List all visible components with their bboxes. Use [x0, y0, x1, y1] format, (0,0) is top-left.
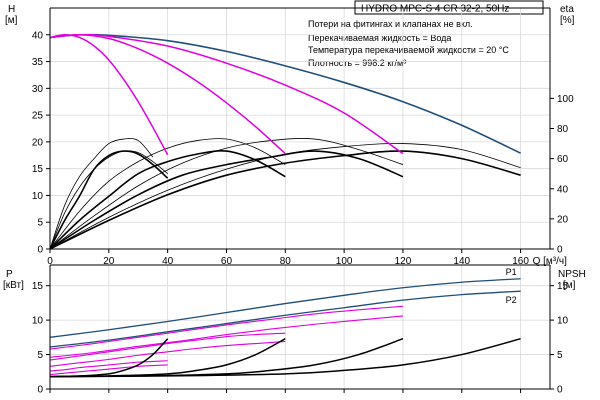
power-curve [49, 290, 521, 348]
eta-tick-label: 80 [557, 124, 569, 135]
head-tick-label: 40 [32, 30, 44, 41]
notes-block: Потери на фитингах и клапанах не вкл. Пе… [308, 19, 509, 68]
note-line: Потери на фитингах и клапанах не вкл. [308, 19, 473, 29]
efficiency-curve [49, 150, 521, 250]
power-curve [49, 340, 286, 367]
eta-tick-label: 40 [557, 184, 569, 195]
bottom-right-axis-label-symbol: NPSH [558, 269, 586, 280]
chart-axes [49, 7, 551, 390]
head-tick-label: 30 [32, 84, 44, 95]
efficiency-curve [49, 150, 168, 250]
power-curve [49, 360, 168, 372]
x-tick-label: 60 [221, 256, 233, 267]
top-left-axis-label-unit: [м] [5, 15, 18, 26]
x-tick-label: 0 [47, 256, 53, 267]
note-line: Плотность = 998.2 кг/м³ [308, 58, 406, 68]
power-curve [49, 278, 521, 338]
x-axis-label: Q [м³/ч] [533, 256, 568, 267]
note-line: Температура перекачиваемой жидкости = 20… [308, 45, 509, 55]
head-tick-label: 35 [32, 57, 44, 68]
bottom-left-axis-label-symbol: P [6, 269, 13, 280]
head-tick-label: 0 [37, 245, 43, 256]
head-tick-label: 25 [32, 111, 44, 122]
x-tick-label: 40 [162, 256, 174, 267]
series-label: P2 [506, 295, 517, 305]
top-left-axis-label-symbol: H [8, 4, 15, 15]
x-tick-label: 20 [103, 256, 115, 267]
bottom-panel-curves [49, 278, 521, 378]
efficiency-curve [49, 150, 169, 250]
top-right-axis-label-unit: [%] [560, 15, 575, 26]
power-tick-label: 0 [37, 385, 43, 396]
head-tick-label: 10 [32, 191, 44, 202]
head-tick-label: 20 [32, 137, 44, 148]
power-tick-label: 10 [32, 316, 44, 327]
efficiency-curve [49, 150, 286, 250]
npsh-tick-label: 15 [557, 281, 569, 292]
top-right-axis-label-symbol: eta [560, 4, 574, 15]
eta-tick-label: 20 [557, 214, 569, 225]
npsh-tick-label: 0 [557, 385, 563, 396]
efficiency-curve [49, 143, 521, 250]
x-tick-label: 160 [512, 256, 529, 267]
power-curve [49, 332, 286, 361]
chart-ticks: 0 20 40 60 80 100 120 140 160 Q [м³/ч]05101520253… [32, 30, 574, 395]
efficiency-curve [49, 138, 286, 250]
power-curve [49, 305, 403, 350]
bottom-left-axis-label-unit: [кВт] [3, 280, 24, 291]
head-tick-label: 15 [32, 164, 44, 175]
efficiency-curve [49, 138, 154, 250]
power-tick-label: 5 [37, 350, 43, 361]
npsh-tick-label: 5 [557, 350, 563, 361]
note-line: Перекачиваемая жидкость = Вода [308, 33, 451, 43]
eta-tick-label: 0 [557, 245, 563, 256]
top-panel-curves [49, 33, 521, 250]
x-tick-label: 120 [395, 256, 412, 267]
npsh-tick-label: 10 [557, 316, 569, 327]
head-tick-label: 5 [37, 218, 43, 229]
series-labels: P1 P2 [506, 267, 517, 305]
x-tick-label: 80 [280, 256, 292, 267]
eta-tick-label: 100 [557, 94, 574, 105]
chart-title: HYDRO MPC-S 4 CR 32-2, 50Hz [361, 4, 509, 15]
power-curve [49, 315, 403, 358]
npsh-curve [49, 337, 521, 378]
x-tick-label: 140 [453, 256, 470, 267]
bottom-right-axis-label-unit: [м] [563, 280, 576, 291]
series-label: P1 [506, 267, 517, 277]
x-tick-label: 100 [336, 256, 353, 267]
head-curve [49, 34, 169, 156]
eta-tick-label: 60 [557, 154, 569, 165]
head-curve [49, 34, 286, 155]
power-tick-label: 15 [32, 281, 44, 292]
power-curve [49, 364, 168, 376]
efficiency-curve [49, 138, 404, 250]
